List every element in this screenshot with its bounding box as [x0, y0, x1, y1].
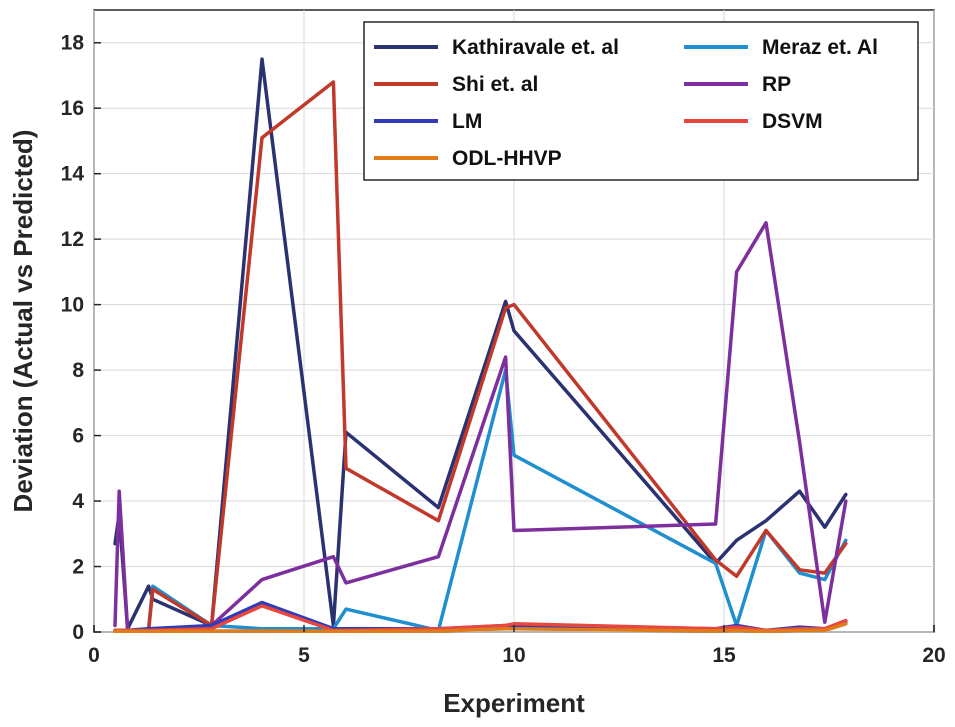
x-tick-label: 20 — [922, 644, 945, 667]
y-tick-label: 10 — [61, 294, 84, 317]
series-line-shi-et-al — [113, 80, 848, 633]
legend-label-rp: RP — [762, 73, 791, 96]
x-axis-ticks: 0 5 10 15 20 — [88, 625, 946, 667]
y-tick-label: 0 — [72, 621, 84, 644]
series-group — [113, 57, 848, 634]
y-tick-label: 2 — [72, 556, 84, 579]
legend: Kathiravale et. al Meraz et. Al Shi et. al… — [363, 21, 919, 181]
x-tick-label: 15 — [712, 644, 736, 667]
y-axis-title: Deviation (Actual vs Predicted) — [8, 130, 38, 513]
y-tick-label: 8 — [72, 359, 84, 382]
legend-label-meraz-et-al: Meraz et. Al — [762, 36, 878, 59]
y-tick-label: 6 — [72, 425, 84, 448]
series-line-odl-hhvp — [113, 622, 848, 634]
legend-label-odl-hhvp: ODL-HHVP — [452, 147, 562, 170]
y-tick-label: 14 — [61, 163, 85, 186]
x-tick-label: 5 — [298, 644, 310, 667]
legend-label-kathiravale-et-al: Kathiravale et. al — [452, 36, 619, 59]
y-tick-label: 18 — [61, 32, 85, 55]
x-tick-label: 0 — [88, 644, 100, 667]
legend-label-shi-et-al: Shi et. al — [452, 73, 538, 96]
x-axis-title: Experiment — [443, 688, 585, 718]
y-axis-ticks: 0 2 4 6 8 10 12 14 16 18 — [61, 32, 101, 644]
x-tick-label: 10 — [502, 644, 525, 667]
y-tick-label: 12 — [61, 228, 84, 251]
series-line-kathiravale-et-al — [113, 57, 848, 631]
legend-label-dsvm: DSVM — [762, 110, 823, 133]
y-tick-label: 4 — [72, 490, 84, 513]
legend-label-lm: LM — [452, 110, 482, 133]
legend-box — [363, 21, 919, 181]
y-tick-label: 16 — [61, 97, 84, 120]
